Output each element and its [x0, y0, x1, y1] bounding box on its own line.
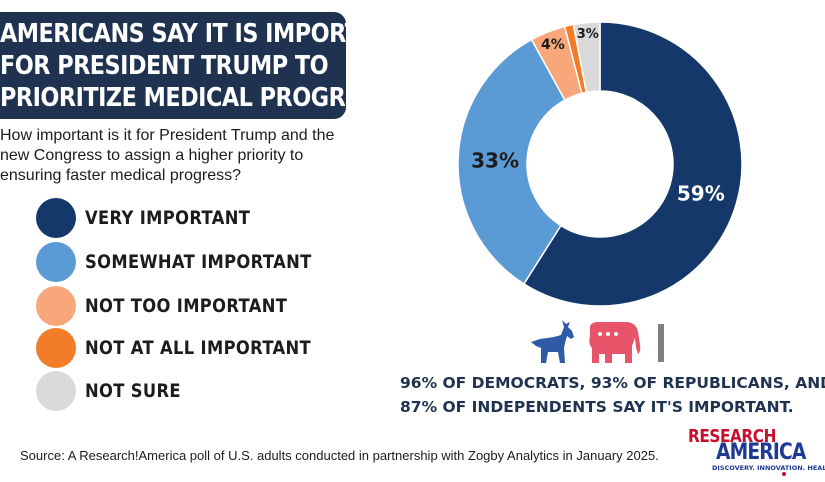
survey-question: How important is it for President Trump … — [0, 126, 380, 186]
title-line-2: FOR PRESIDENT TRUMP TO — [0, 51, 329, 81]
legend-item-somewhat-important: SOMEWHAT IMPORTANT — [36, 242, 348, 282]
legend-item-very-important: VERY IMPORTANT — [36, 198, 277, 238]
legend-swatch-somewhat-important — [36, 242, 76, 282]
title-line-3: PRIORITIZE MEDICAL PROGRESS — [0, 83, 391, 113]
legend-label-not-sure: NOT SURE — [85, 380, 181, 402]
data-label-not-too-important: 4% — [541, 37, 565, 53]
title-banner: AMERICANS SAY IT IS IMPORTANT FOR PRESID… — [0, 12, 408, 119]
legend-swatch-very-important — [36, 198, 76, 238]
logo-text-america: AMERICA — [716, 440, 806, 465]
data-label-not-sure: 3% — [577, 27, 599, 42]
legend-label-not-too-important: NOT TOO IMPORTANT — [85, 295, 288, 317]
note-line-1: 96% OF DEMOCRATS, 93% OF REPUBLICANS, AN… — [400, 374, 825, 392]
slice-very-important — [522, 21, 743, 307]
legend-item-not-too-important: NOT TOO IMPORTANT — [36, 286, 320, 326]
legend-swatch-not-too-important — [36, 286, 76, 326]
slice-somewhat-important — [457, 38, 566, 285]
note-line-2: 87% OF INDEPENDENTS SAY IT'S IMPORTANT. — [400, 398, 794, 416]
partisan-note: 96% OF DEMOCRATS, 93% OF REPUBLICANS, AN… — [400, 371, 825, 419]
legend-swatch-not-sure — [36, 371, 76, 411]
question-line-3: ensuring faster medical progress? — [0, 167, 242, 184]
data-label-somewhat-important: 33% — [471, 149, 519, 173]
logo-text-research: RESEARCH — [688, 426, 776, 447]
data-label-very-important: 59% — [677, 181, 725, 205]
source-citation: Source: A Research!America poll of U.S. … — [20, 448, 659, 463]
republican-elephant-icon — [589, 322, 641, 363]
democrat-donkey-icon — [531, 320, 574, 363]
legend-item-not-at-all-important: NOT AT ALL IMPORTANT — [36, 328, 348, 368]
logo-tagline: DISCOVERY. INNOVATION. HEALTH. — [712, 464, 825, 472]
legend-swatch-not-at-all-important — [36, 328, 76, 368]
legend-item-not-sure: NOT SURE — [36, 371, 197, 411]
logo-dot — [782, 472, 786, 476]
party-icons — [531, 320, 664, 363]
independent-bar-icon — [658, 324, 664, 362]
title-line-1: AMERICANS SAY IT IS IMPORTANT — [0, 19, 408, 49]
legend-label-somewhat-important: SOMEWHAT IMPORTANT — [85, 251, 312, 273]
legend-label-very-important: VERY IMPORTANT — [85, 207, 251, 229]
donut-chart: 59% 33% 4% 3% — [457, 21, 743, 307]
research-america-logo: RESEARCH AMERICA DISCOVERY. INNOVATION. … — [688, 426, 825, 476]
question-line-2: new Congress to assign a higher priority… — [0, 147, 304, 164]
slice-not-sure — [572, 21, 601, 94]
legend-label-not-at-all-important: NOT AT ALL IMPORTANT — [85, 337, 312, 359]
question-line-1: How important is it for President Trump … — [0, 127, 335, 144]
